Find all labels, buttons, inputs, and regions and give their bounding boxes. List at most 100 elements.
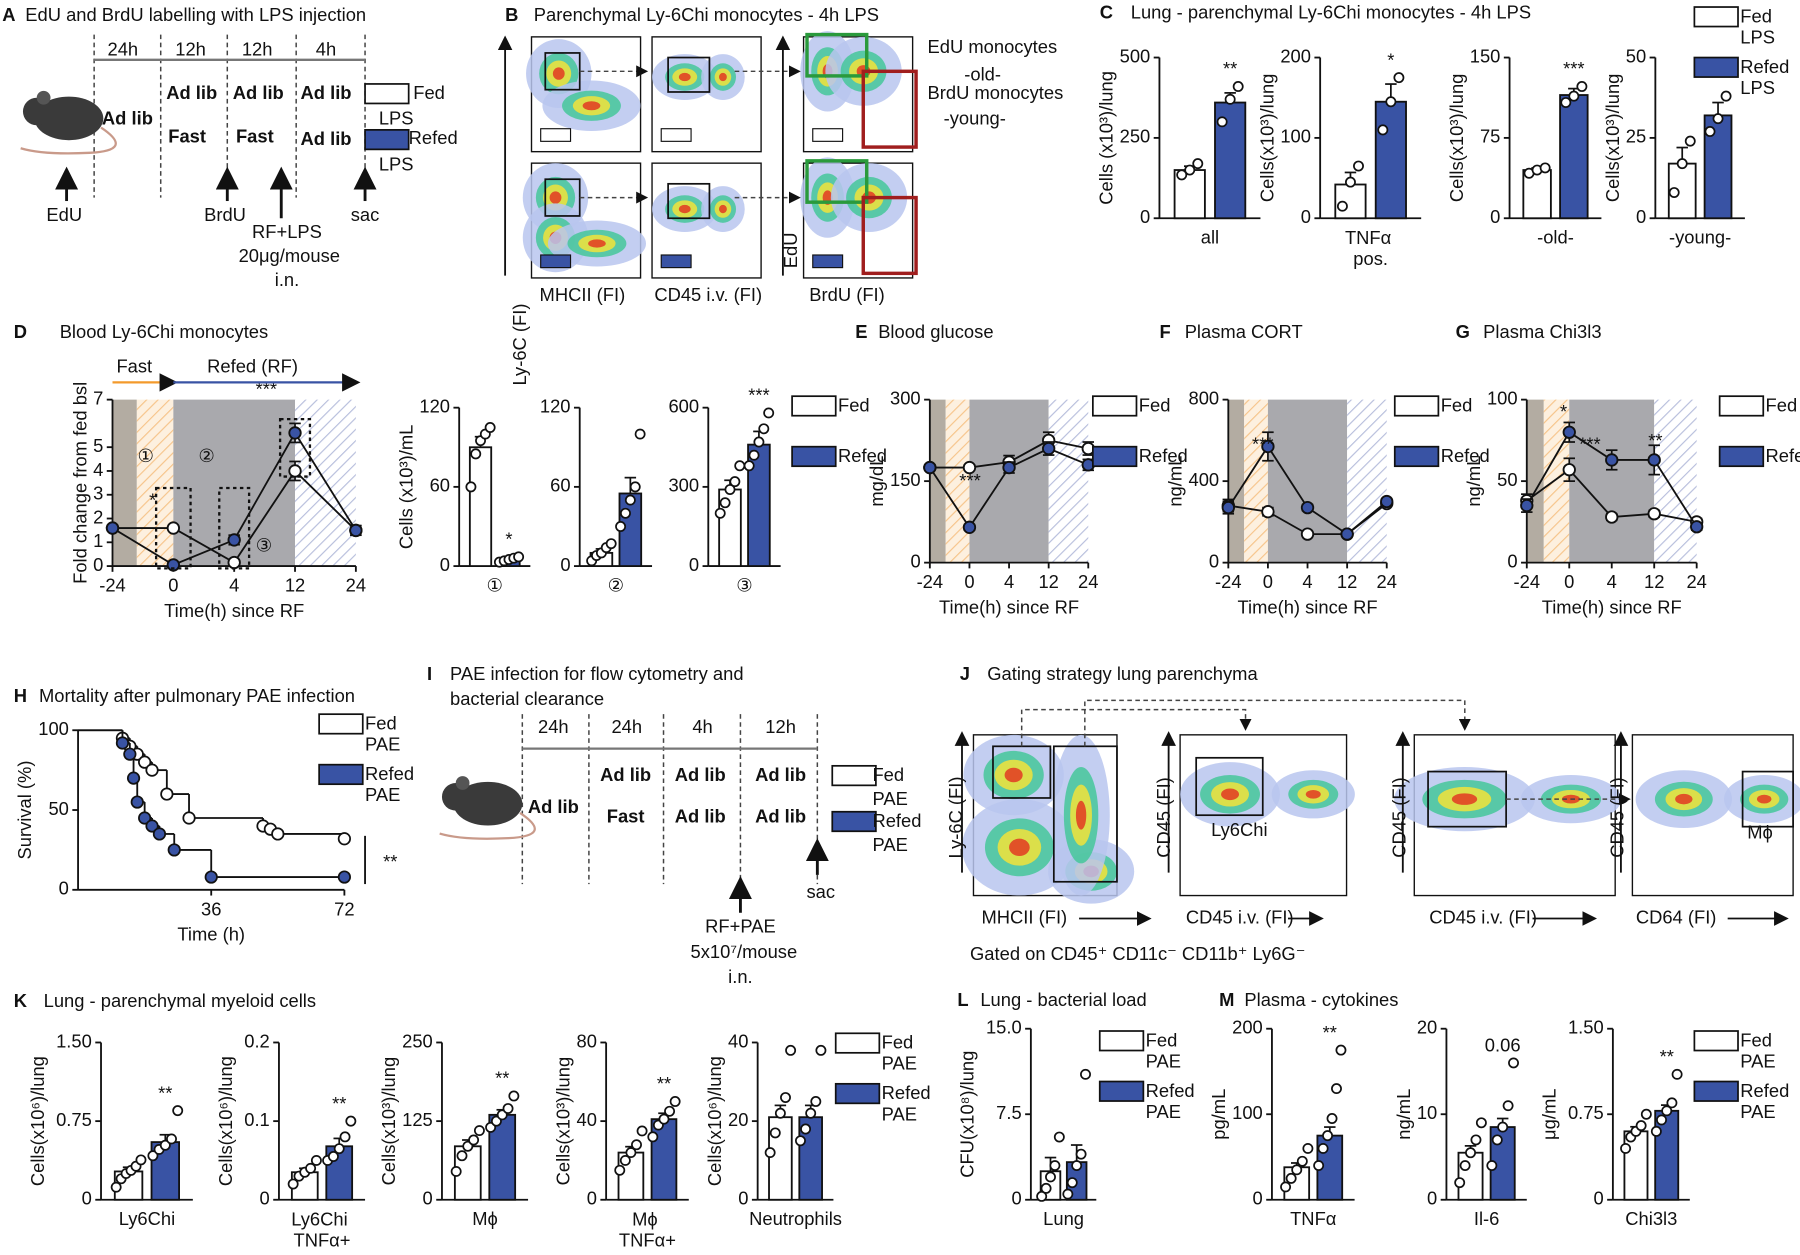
legend-swatch — [831, 764, 877, 787]
cell-density — [719, 72, 727, 82]
data-point — [743, 460, 755, 472]
legend-label: Refed PAE — [1146, 1080, 1200, 1122]
data-point — [1261, 439, 1275, 454]
y-tick-label: 50 — [1497, 469, 1517, 490]
diagram-text: MHCII (FI) — [982, 906, 1068, 927]
y-axis-label: Cells(x10³)/lung — [1256, 74, 1277, 203]
panel-letter: K — [14, 990, 28, 1011]
y-axis-label: Cells(x10³)/lung — [553, 1057, 574, 1186]
legend-swatch — [791, 445, 837, 468]
data-point — [1650, 1125, 1662, 1137]
diagram-text: PAE — [872, 788, 907, 809]
y-tick-label: 40 — [728, 1030, 748, 1051]
diagram-text: MHCII (FI) — [540, 284, 626, 305]
legend-label: Refed PAE — [365, 763, 419, 805]
x-tick-label: 4 — [1302, 571, 1312, 592]
legend-swatch — [1718, 445, 1765, 468]
y-tick-label: 150 — [1470, 45, 1501, 66]
legend-label: Fed PAE — [882, 1031, 919, 1073]
cell-density — [678, 72, 691, 82]
gate — [861, 69, 918, 149]
data-point — [1291, 1164, 1303, 1176]
legend-label: Fed LPS — [1740, 5, 1777, 47]
diagram-text: Ad lib — [301, 128, 352, 149]
y-tick-label: 0 — [910, 550, 920, 571]
y-tick-label: 0 — [1301, 206, 1311, 227]
diagram-text: Ad lib — [675, 805, 726, 826]
gate — [544, 52, 581, 91]
diagram-text: Parenchymal Ly-6Chi monocytes - 4h LPS — [534, 4, 879, 25]
data-point — [1465, 1147, 1476, 1159]
y-tick-label: 0.2 — [244, 1030, 270, 1051]
data-point — [1192, 158, 1204, 170]
data-point — [962, 520, 977, 534]
data-point — [1336, 200, 1348, 212]
data-point — [1300, 500, 1315, 515]
period-shade — [1526, 399, 1544, 563]
mouse-body — [34, 96, 104, 141]
legend-label: Refed PAE — [882, 1082, 936, 1124]
y-axis-label: Cells(x10⁶)/lung — [27, 1056, 48, 1186]
data-point — [962, 460, 977, 475]
y-tick-label: 200 — [1232, 1017, 1263, 1038]
data-point — [167, 843, 181, 857]
y-tick-label: 150 — [890, 469, 921, 490]
x-tick-label: 12 — [285, 575, 305, 596]
y-axis-label: Cells(x10³)/lung — [1602, 74, 1623, 203]
data-point — [1605, 510, 1619, 524]
y-tick-label: 25 — [1626, 126, 1646, 147]
data-point — [115, 736, 130, 750]
y-tick-label: 5 — [93, 435, 103, 456]
text-line: pos. — [1353, 248, 1388, 269]
data-point — [1720, 90, 1732, 102]
y-tick-label: 0 — [82, 1188, 92, 1209]
y-tick-label: 100 — [1232, 1102, 1263, 1123]
diagram-text: EdU — [780, 233, 801, 269]
data-point — [1635, 1120, 1647, 1132]
y-tick-label: 1 — [93, 530, 103, 551]
y-axis-label: Cells(x10³)/lung — [378, 1057, 399, 1186]
data-point — [1568, 90, 1580, 102]
diagram-text: i.n. — [728, 966, 753, 987]
y-tick-label: 4 — [93, 459, 103, 480]
gate — [667, 56, 711, 93]
y-tick-label: 100 — [1487, 387, 1518, 408]
panel-title: Mortality after pulmonary PAE infection — [39, 685, 355, 706]
data-point — [145, 819, 159, 833]
data-point — [123, 747, 137, 761]
data-point — [310, 1154, 322, 1166]
text-line: Fed — [1146, 1029, 1183, 1050]
panel-letter: C — [1100, 2, 1113, 23]
data-point — [1300, 527, 1315, 541]
data-point — [1690, 520, 1704, 534]
data-point — [502, 1103, 514, 1114]
data-point — [1562, 463, 1576, 477]
x-tick-label: 0 — [964, 571, 974, 592]
significance: * — [1387, 49, 1394, 70]
annotation: *** — [1252, 433, 1273, 454]
data-point — [1080, 1068, 1091, 1080]
x-tick-label: Mϕ — [472, 1208, 498, 1229]
diagram-text: Gating strategy lung parenchyma — [987, 663, 1258, 684]
y-tick-label: 10 — [1417, 1102, 1437, 1123]
diagram-text: 12h — [765, 716, 796, 737]
data-point — [1605, 453, 1619, 467]
x-tick-label: ② — [608, 575, 624, 596]
data-point — [337, 832, 351, 846]
x-tick-label: 24 — [1377, 571, 1397, 592]
panel-title: Lung - parenchymal myeloid cells — [44, 990, 316, 1011]
data-point — [138, 811, 152, 825]
diagram-text: Ad lib — [755, 805, 806, 826]
y-tick-label: 250 — [1120, 126, 1151, 147]
legend-label: Fed — [1139, 394, 1171, 415]
diagram-text: LPS — [379, 153, 414, 174]
data-point — [1317, 1142, 1329, 1154]
y-tick-label: 0 — [1593, 1188, 1603, 1209]
y-tick-label: 0 — [260, 1188, 270, 1209]
diagram-text: EdU and BrdU labelling with LPS injectio… — [25, 4, 366, 25]
legend-label: Fed PAE — [365, 712, 402, 754]
cell-density — [549, 191, 562, 204]
x-tick-label: 24 — [1078, 571, 1098, 592]
data-point — [615, 521, 627, 532]
diagram-text: RF+PAE — [705, 916, 776, 937]
